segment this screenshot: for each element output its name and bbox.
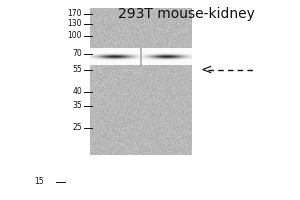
Text: 293T mouse-kidney: 293T mouse-kidney xyxy=(118,7,254,21)
Text: 130: 130 xyxy=(68,20,82,28)
Text: 40: 40 xyxy=(72,88,82,97)
Text: 55: 55 xyxy=(72,66,82,74)
Text: 15: 15 xyxy=(34,176,44,186)
Text: 70: 70 xyxy=(72,49,82,58)
Text: 35: 35 xyxy=(72,102,82,110)
Text: <: < xyxy=(200,63,212,77)
Text: 170: 170 xyxy=(68,9,82,19)
Text: 100: 100 xyxy=(68,31,82,40)
Text: 25: 25 xyxy=(72,123,82,132)
